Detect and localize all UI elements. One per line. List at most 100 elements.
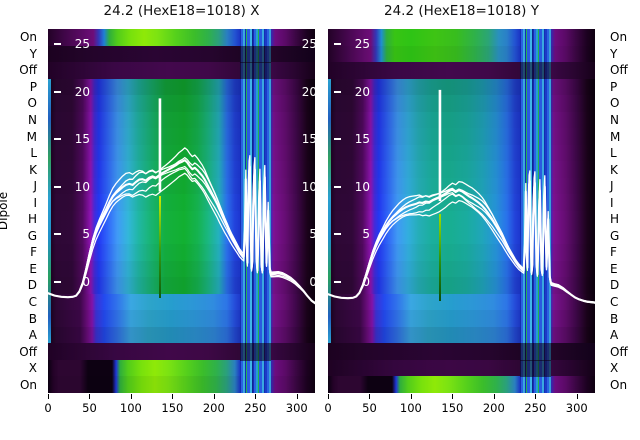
row-label: G <box>610 228 620 243</box>
row-label: Off <box>610 344 628 359</box>
x-tick-label: 150 <box>441 401 464 415</box>
panel-title-x: 24.2 (HexE18=1018) X <box>103 3 260 19</box>
dark-row-dimmer <box>520 359 552 378</box>
x-tick-mark <box>535 394 537 399</box>
stripe-line <box>531 29 533 393</box>
row-label: M <box>610 129 621 144</box>
panel-title-y: 24.2 (HexE18=1018) Y <box>383 3 539 19</box>
inner-ytick-right-label: 10 <box>301 179 315 194</box>
stripe-line <box>535 29 538 393</box>
stripe-line <box>547 29 550 393</box>
heatmap-panel-y: 25 20 15 10 5 0 <box>328 29 595 393</box>
row-labels-left: On Y Off P O N M L K J I H G F E D C B A Off X On <box>0 29 41 393</box>
row-label: On <box>19 377 37 392</box>
row-label: O <box>27 96 37 111</box>
row-label: I <box>610 195 614 210</box>
inner-ytick-dash <box>54 138 61 141</box>
inner-ytick-right-label: 5 <box>309 227 315 242</box>
inner-ytick-dash <box>334 90 341 93</box>
inner-ytick-dash <box>334 43 341 45</box>
inner-ytick-value: 25 <box>74 37 90 52</box>
stripe-line <box>240 29 243 393</box>
edge-column <box>48 78 51 344</box>
curve-svg <box>328 89 595 304</box>
row-label: J <box>610 179 614 194</box>
green-line-marker <box>158 196 161 298</box>
inner-ytick-value: 5 <box>362 227 370 242</box>
inner-ytick-value: 20 <box>354 84 370 99</box>
inner-ytick-label: 5 <box>54 227 90 241</box>
row-label: Off <box>19 344 37 359</box>
row-label: B <box>28 311 37 326</box>
inner-ytick-dash <box>334 138 341 141</box>
x-tick-label: 0 <box>44 401 52 415</box>
inner-ytick-right-label: 15 <box>301 132 315 147</box>
row-label: N <box>610 113 619 127</box>
inner-ytick-label: 20 <box>54 85 90 99</box>
row-label: Off <box>610 63 628 78</box>
x-tick-label: 150 <box>161 401 184 415</box>
x-tick-mark <box>89 394 91 399</box>
x-tick-label: 100 <box>119 401 142 415</box>
x-tick-mark <box>48 394 49 399</box>
x-tick-mark <box>213 394 215 399</box>
row-label: M <box>26 129 37 144</box>
row-label: H <box>27 212 37 227</box>
inner-ytick-dash <box>54 281 61 283</box>
inner-ytick-right-label: 25 <box>301 37 315 52</box>
x-tick-label: 300 <box>285 401 308 415</box>
x-tick-mark <box>296 394 298 399</box>
inner-ytick-dash <box>54 43 61 45</box>
curve-svg <box>48 98 315 305</box>
row-label: C <box>610 295 619 309</box>
row-label: F <box>30 245 37 260</box>
x-tick-mark <box>369 394 371 399</box>
row-label: O <box>610 96 620 111</box>
edge-column <box>328 78 331 344</box>
curve-strand <box>48 147 315 305</box>
row-label: L <box>30 146 37 161</box>
row-label: A <box>28 328 37 343</box>
inner-ytick-value: 25 <box>354 37 370 52</box>
stripe-line <box>520 29 523 393</box>
row-label: D <box>610 278 620 293</box>
row-label: A <box>610 328 619 343</box>
row-label: E <box>29 261 37 276</box>
x-tick-mark <box>255 394 257 399</box>
row-label: D <box>27 278 37 293</box>
dark-row-dimmer <box>520 62 552 80</box>
row-label: P <box>29 79 37 94</box>
row-label: X <box>28 361 37 376</box>
row-label: G <box>27 228 37 243</box>
stripe-line <box>549 29 552 393</box>
row-label: E <box>610 261 618 276</box>
row-label: J <box>33 179 37 194</box>
inner-ytick-label: 25 <box>54 37 90 51</box>
x-tick-mark <box>328 394 329 399</box>
inner-ytick-label: 0 <box>54 275 90 289</box>
x-tick-label: 50 <box>362 401 377 415</box>
inner-ytick-value: 0 <box>362 274 370 289</box>
x-tick-label: 100 <box>399 401 422 415</box>
x-tick-label: 250 <box>524 401 547 415</box>
dark-row-dimmer <box>240 45 272 63</box>
x-tick-label: 0 <box>324 401 332 415</box>
row-label: On <box>19 30 37 45</box>
inner-ytick-label: 10 <box>334 180 370 194</box>
row-label: On <box>610 377 628 392</box>
row-label: B <box>610 311 619 326</box>
inner-ytick-label: 15 <box>334 132 370 146</box>
row-labels-right: On Y Off P O N M L K J I H G F E D C B A Off X On <box>610 29 640 393</box>
x-tick-label: 200 <box>202 401 225 415</box>
row-label: K <box>29 162 37 177</box>
dark-row-dimmer <box>240 62 272 80</box>
x-tick-mark <box>452 394 454 399</box>
row-label: N <box>28 113 37 127</box>
row-label: On <box>610 30 628 45</box>
green-line-marker <box>438 214 441 301</box>
inner-ytick-label: 10 <box>54 180 90 194</box>
dark-row-dimmer <box>240 343 272 361</box>
inner-ytick-right-label: 0 <box>309 274 315 289</box>
stripe-line <box>253 29 256 393</box>
